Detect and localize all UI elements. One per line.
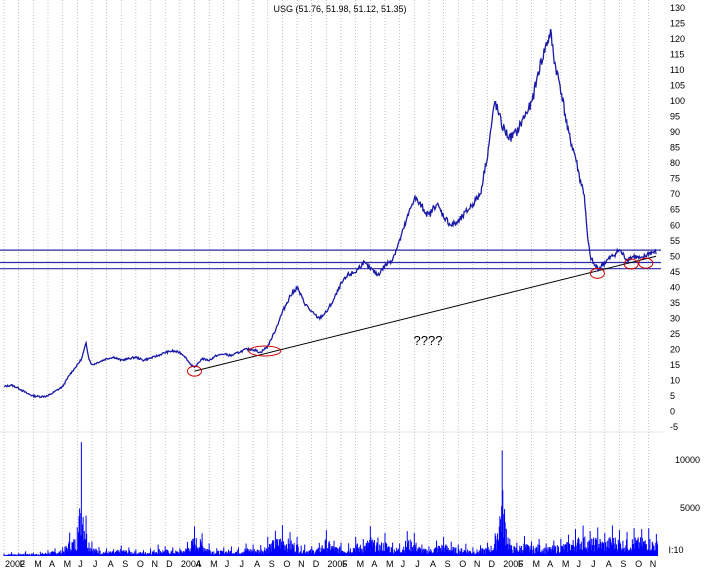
x-tick-label: M <box>34 559 42 569</box>
price-tick-label: 110 <box>670 65 684 75</box>
horizontal-levels <box>0 249 661 270</box>
x-tick-label: A <box>430 559 436 569</box>
x-tick-label: J <box>415 559 420 569</box>
x-tick-label: M <box>386 559 394 569</box>
price-tick-label: 75 <box>670 174 680 184</box>
x-tick-label: A <box>108 559 114 569</box>
x-tick-label: M <box>562 559 570 569</box>
x-tick-label: 2002 <box>5 559 25 569</box>
chart-title: USG (51.76, 51.98, 51.12, 51.35) <box>273 4 406 14</box>
x-tick-label: S <box>122 559 128 569</box>
price-tick-label: 95 <box>670 112 680 122</box>
x-tick-label: O <box>635 559 642 569</box>
price-tick-label: 65 <box>670 205 680 215</box>
x-tick-label: A <box>254 559 260 569</box>
price-tick-label: 85 <box>670 143 680 153</box>
price-tick-label: 115 <box>670 50 684 60</box>
x-tick-label: J <box>591 559 596 569</box>
price-tick-label: 90 <box>670 127 680 137</box>
x-tick-label: A <box>606 559 612 569</box>
price-tick-label: 40 <box>670 282 680 292</box>
annotation-text: ???? <box>414 333 443 348</box>
x-tick-label: M <box>533 559 541 569</box>
circle-marker-0 <box>186 365 202 377</box>
price-line <box>3 28 657 399</box>
x-tick-label: F <box>342 559 348 569</box>
x-tick-label: A <box>547 559 553 569</box>
price-tick-label: 100 <box>670 96 685 106</box>
price-tick-label: 15 <box>670 360 680 370</box>
trend-line-group <box>194 255 657 372</box>
price-tick-label: 0 <box>670 406 675 416</box>
price-tick-label: 50 <box>670 251 680 261</box>
price-tick-label: 130 <box>670 3 685 13</box>
x-tick-label: J <box>225 559 230 569</box>
grid <box>0 0 663 556</box>
x-tick-label: A <box>49 559 55 569</box>
x-tick-label: M <box>357 559 365 569</box>
x-tick-label: A <box>371 559 377 569</box>
x-tick-label: J <box>93 559 98 569</box>
price-tick-label: -5 <box>670 422 678 432</box>
x-tick-label: S <box>620 559 626 569</box>
circle-marker-1 <box>248 345 282 357</box>
price-tick-label: 25 <box>670 329 680 339</box>
x-tick-label: N <box>298 559 305 569</box>
price-tick-label: 35 <box>670 298 680 308</box>
circle-markers <box>186 257 654 377</box>
x-tick-label: J <box>239 559 244 569</box>
trend-line <box>194 255 657 372</box>
x-tick-label: N <box>474 559 481 569</box>
volume-tick-label: 5000 <box>680 503 700 513</box>
circle-marker-3 <box>623 258 639 270</box>
price-series <box>3 28 657 399</box>
price-tick-label: 45 <box>670 267 680 277</box>
circle-marker-4 <box>638 257 654 269</box>
x-tick-label: D <box>166 559 173 569</box>
axes: -5 0 5 10 15 20 25 30 35 40 45 50 55 60 65 70 75 80 85 90 95… <box>5 3 700 569</box>
x-tick-label: F <box>518 559 524 569</box>
price-tick-label: 5 <box>670 391 675 401</box>
price-tick-label: 55 <box>670 236 680 246</box>
circle-marker-2 <box>589 267 605 279</box>
price-tick-label: 70 <box>670 189 680 199</box>
price-tick-label: 20 <box>670 344 680 354</box>
x-tick-label: S <box>445 559 451 569</box>
price-tick-label: 60 <box>670 220 680 230</box>
x-tick-label: 2006 <box>503 559 523 569</box>
x-tick-label: F <box>20 559 26 569</box>
x-tick-label: O <box>459 559 466 569</box>
x-tick-label: O <box>137 559 144 569</box>
volume-unit-label: I:10 <box>668 545 683 555</box>
x-tick-label: O <box>283 559 290 569</box>
price-tick-label: 80 <box>670 158 680 168</box>
x-tick-label: 2004 <box>181 559 201 569</box>
volume-bars <box>3 442 659 556</box>
price-tick-label: 10 <box>670 375 680 385</box>
x-tick-label: J <box>401 559 406 569</box>
price-tick-label: 105 <box>670 81 685 91</box>
x-tick-label: J <box>576 559 581 569</box>
x-tick-label: N <box>152 559 159 569</box>
x-tick-label: M <box>210 559 218 569</box>
x-tick-label: N <box>650 559 657 569</box>
price-tick-label: 125 <box>670 19 685 29</box>
x-tick-label: 2005 <box>327 559 347 569</box>
price-tick-label: 30 <box>670 313 680 323</box>
x-tick-label: S <box>269 559 275 569</box>
x-tick-label: J <box>78 559 83 569</box>
x-tick-label: D <box>489 559 496 569</box>
price-tick-label: 120 <box>670 34 685 44</box>
volume-tick-label: 10000 <box>675 455 700 465</box>
x-tick-label: D <box>313 559 320 569</box>
x-tick-label: A <box>195 559 201 569</box>
x-tick-label: M <box>64 559 72 569</box>
